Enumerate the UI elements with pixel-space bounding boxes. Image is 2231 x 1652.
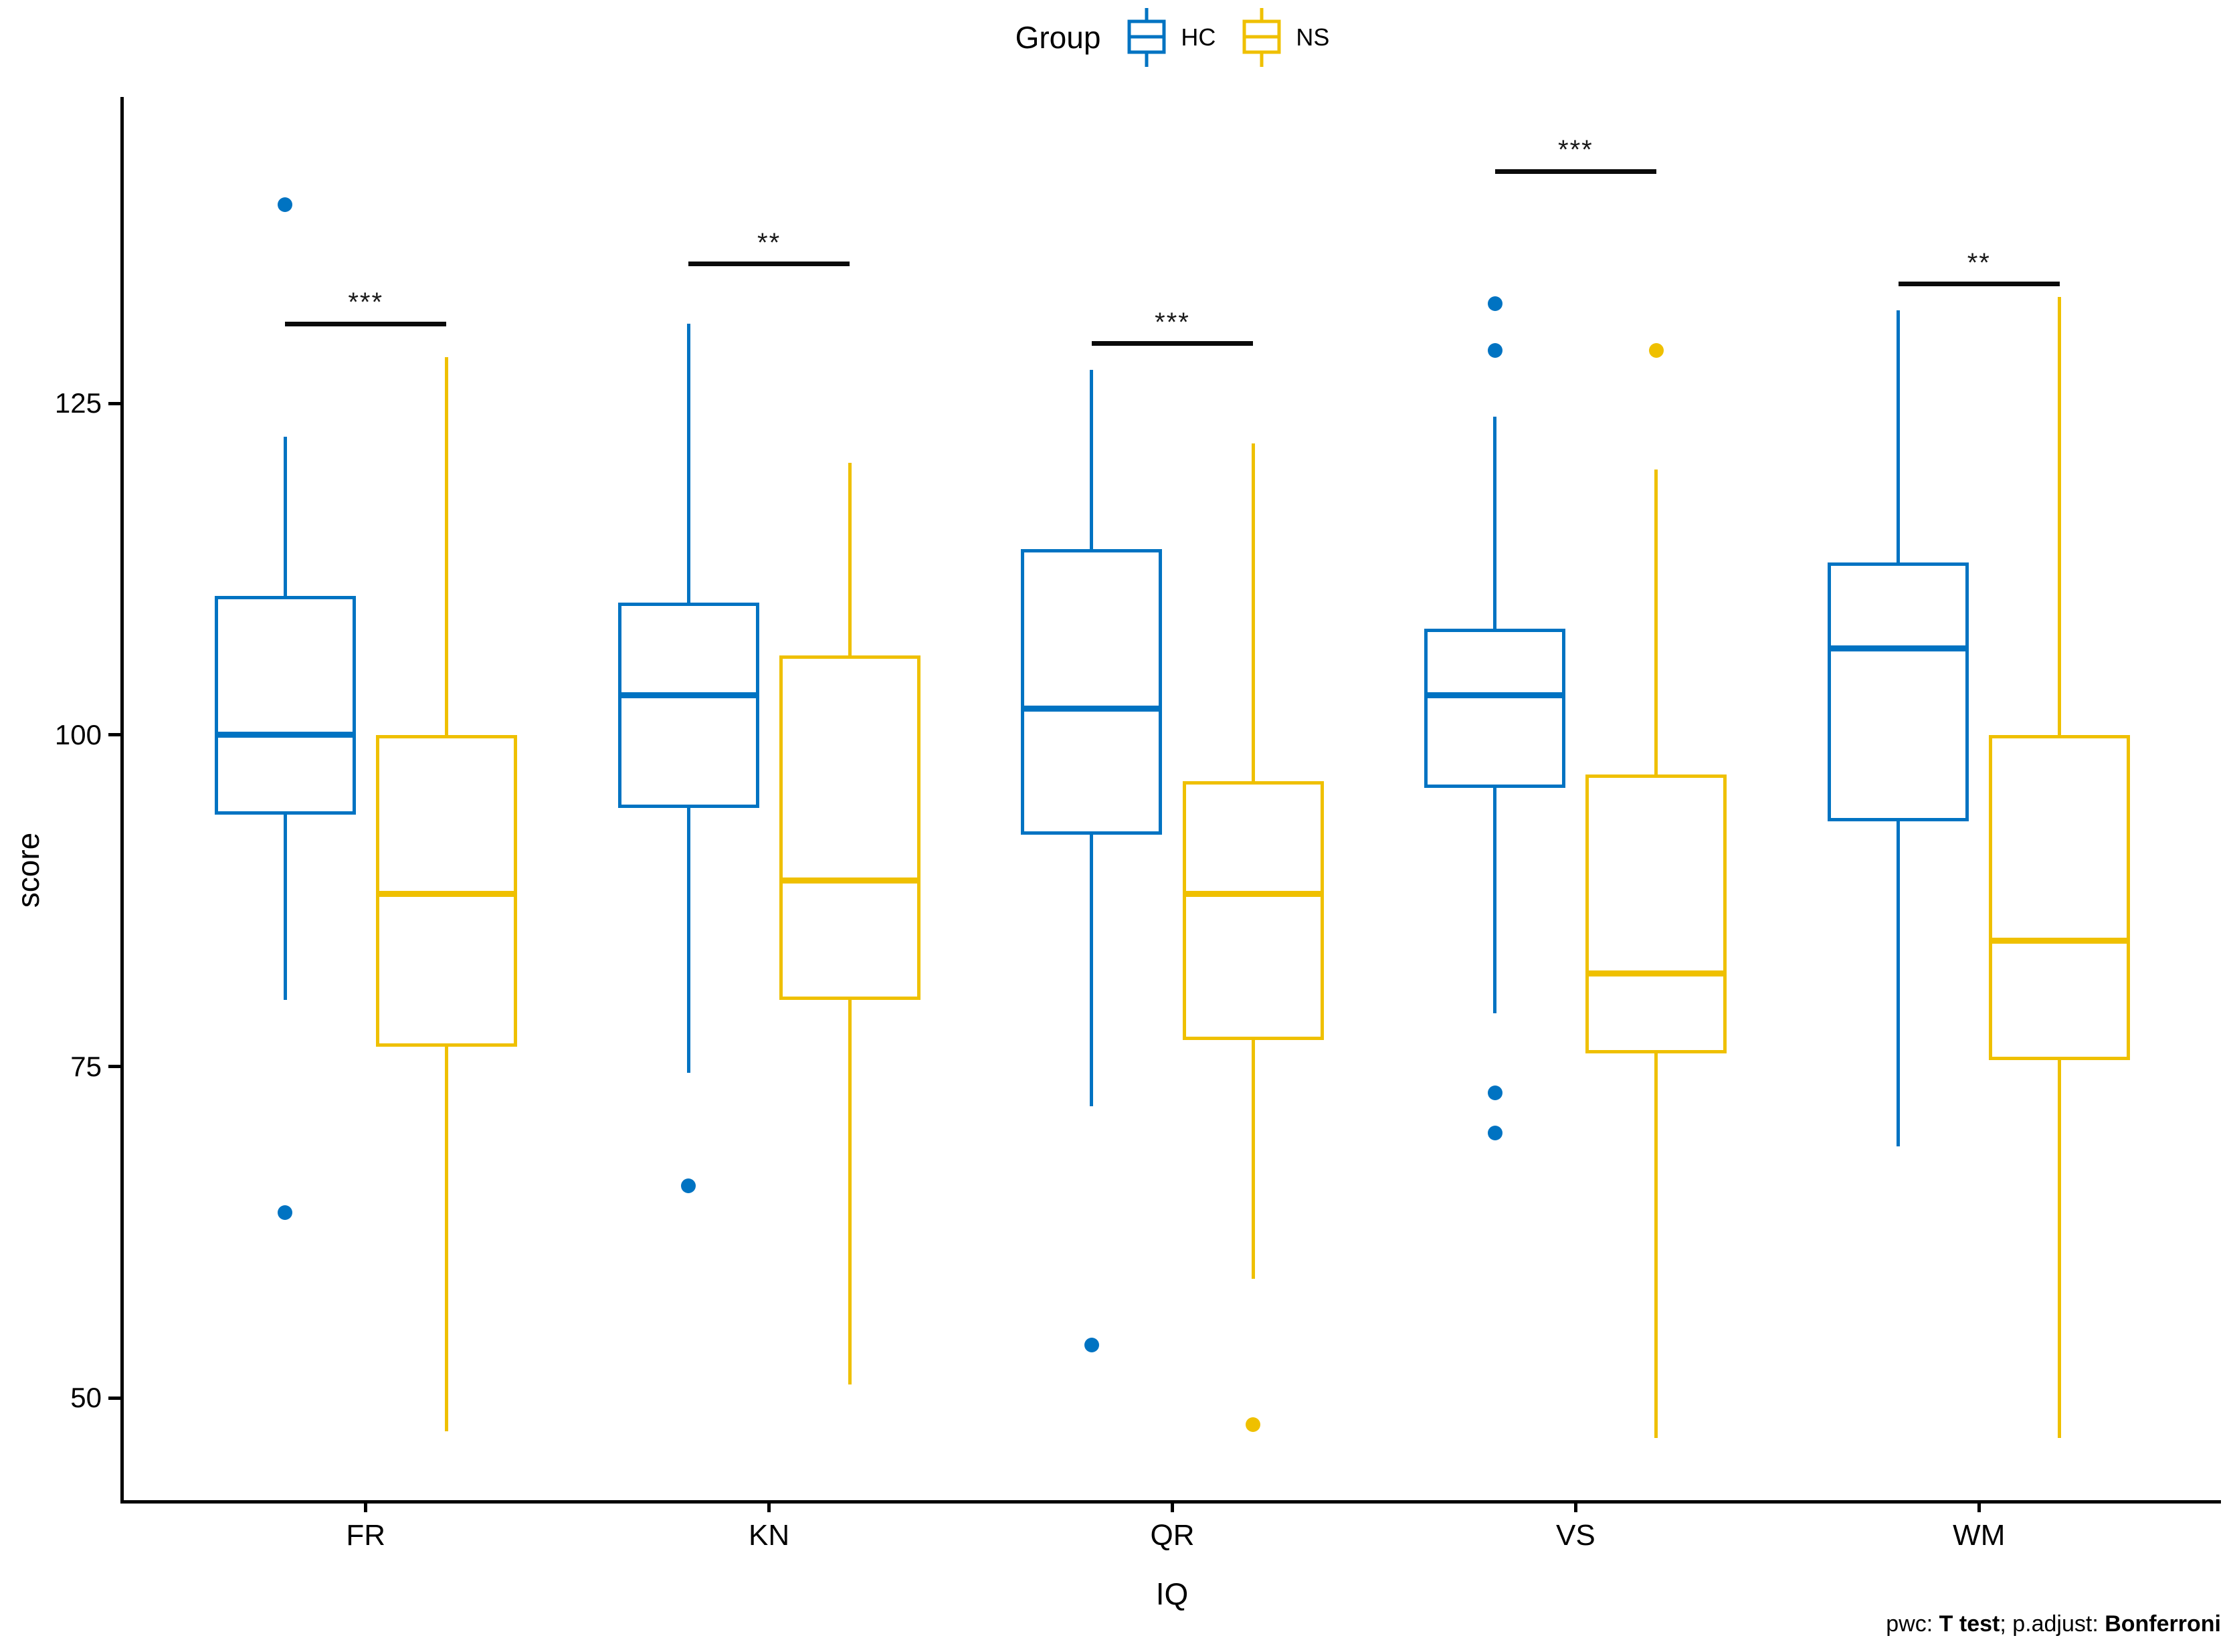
y-tick-label: 100: [54, 718, 102, 750]
outlier-fr-hc: [278, 197, 293, 212]
y-tick-mark: [108, 1065, 120, 1069]
x-tick-label: VS: [1556, 1519, 1595, 1552]
whisker-lower-kn-hc: [686, 807, 690, 1073]
whisker-upper-kn-hc: [686, 324, 690, 603]
x-tick-mark: [1977, 1500, 1981, 1512]
box-kn-ns: [779, 655, 920, 1001]
plot-panel: 125 100 75 50 FR KN QR VS WM *** ** *** *** **: [55, 97, 2221, 1552]
legend-label-hc: HC: [1181, 23, 1216, 51]
significance-label-kn: **: [757, 227, 781, 257]
significance-bar-wm: [1898, 282, 2060, 287]
legend-title: Group: [1015, 20, 1101, 55]
y-tick-mark: [108, 733, 120, 737]
box-qr-hc: [1021, 549, 1163, 835]
outlier-vs-hc: [1487, 342, 1502, 358]
box-fr-hc: [214, 595, 356, 815]
whisker-lower-fr-hc: [283, 814, 287, 1001]
caption-adjust-method: Bonferroni: [2105, 1611, 2221, 1637]
legend-item-hc[interactable]: HC: [1126, 7, 1216, 68]
median-wm-hc: [1828, 645, 1969, 652]
y-tick-label: 75: [70, 1050, 102, 1082]
box-vs-ns: [1585, 775, 1727, 1053]
outlier-vs-hc: [1487, 1086, 1502, 1101]
x-tick-label: WM: [1953, 1519, 2006, 1552]
median-qr-hc: [1021, 705, 1163, 712]
box-qr-ns: [1182, 781, 1324, 1040]
outlier-vs-hc: [1487, 1125, 1502, 1140]
whisker-lower-wm-ns: [2058, 1059, 2062, 1438]
outlier-kn-hc: [681, 1178, 696, 1194]
legend: Group HC NS: [124, 7, 2221, 68]
x-tick-label: QR: [1150, 1519, 1195, 1552]
median-fr-hc: [214, 732, 356, 738]
outlier-qr-ns: [1246, 1417, 1261, 1432]
x-tick-mark: [767, 1500, 771, 1512]
median-fr-ns: [375, 891, 517, 898]
outlier-vs-hc: [1487, 296, 1502, 312]
boxplot-key-ns-icon: [1242, 8, 1281, 67]
boxplot-key-hc-icon: [1127, 8, 1166, 67]
box-vs-hc: [1424, 629, 1566, 789]
legend-item-ns[interactable]: NS: [1241, 7, 1329, 68]
x-tick-mark: [364, 1500, 368, 1512]
y-tick-label: 125: [54, 387, 102, 419]
whisker-upper-fr-hc: [283, 436, 287, 596]
whisker-lower-wm-hc: [1897, 821, 1901, 1146]
whisker-lower-vs-ns: [1654, 1053, 1658, 1438]
significance-label-fr: ***: [348, 288, 384, 318]
median-vs-ns: [1585, 970, 1727, 977]
caption-adjust-prefix: ; p.adjust:: [2000, 1611, 2105, 1637]
x-tick-mark: [1573, 1500, 1577, 1512]
whisker-upper-wm-ns: [2058, 297, 2062, 735]
significance-bar-kn: [688, 262, 850, 267]
whisker-upper-vs-hc: [1493, 416, 1497, 629]
significance-bar-qr: [1091, 341, 1254, 346]
median-vs-hc: [1424, 692, 1566, 698]
whisker-lower-qr-hc: [1090, 834, 1094, 1107]
caption: pwc: T test; p.adjust: Bonferroni: [1886, 1611, 2221, 1637]
whisker-lower-qr-ns: [1251, 1039, 1255, 1279]
x-tick-label: FR: [346, 1519, 386, 1552]
whisker-upper-kn-ns: [848, 463, 852, 655]
caption-pwc-method: T test: [1939, 1611, 2000, 1637]
median-kn-ns: [779, 877, 920, 884]
significance-label-qr: ***: [1155, 307, 1190, 337]
box-wm-hc: [1828, 562, 1969, 821]
significance-bar-fr: [285, 321, 447, 326]
y-tick-mark: [108, 401, 120, 405]
whisker-upper-vs-ns: [1654, 470, 1658, 775]
box-wm-ns: [1989, 734, 2131, 1060]
outlier-vs-ns: [1648, 342, 1664, 358]
outlier-qr-hc: [1084, 1337, 1099, 1352]
whisker-upper-wm-hc: [1897, 310, 1901, 563]
whisker-lower-vs-hc: [1493, 788, 1497, 1014]
whisker-upper-fr-ns: [444, 356, 448, 735]
whisker-lower-fr-ns: [444, 1046, 448, 1431]
whisker-upper-qr-hc: [1090, 370, 1094, 550]
y-axis-line: [120, 97, 124, 1504]
median-qr-ns: [1182, 891, 1324, 898]
caption-pwc-prefix: pwc:: [1886, 1611, 1939, 1637]
box-fr-ns: [375, 734, 517, 1047]
legend-label-ns: NS: [1296, 23, 1330, 51]
y-tick-label: 50: [70, 1382, 102, 1414]
y-tick-mark: [108, 1396, 120, 1400]
y-axis-title: score: [11, 832, 45, 908]
significance-label-wm: **: [1967, 247, 1991, 278]
median-wm-ns: [1989, 937, 2131, 944]
significance-bar-vs: [1494, 169, 1656, 174]
outlier-fr-hc: [278, 1205, 293, 1220]
significance-label-vs: ***: [1558, 135, 1593, 165]
x-tick-mark: [1171, 1500, 1174, 1512]
median-kn-hc: [617, 692, 759, 698]
whisker-lower-kn-ns: [848, 1000, 852, 1385]
whisker-upper-qr-ns: [1251, 443, 1255, 782]
x-axis-title: IQ: [1155, 1576, 1189, 1611]
x-tick-label: KN: [749, 1519, 790, 1552]
box-kn-hc: [617, 602, 759, 808]
